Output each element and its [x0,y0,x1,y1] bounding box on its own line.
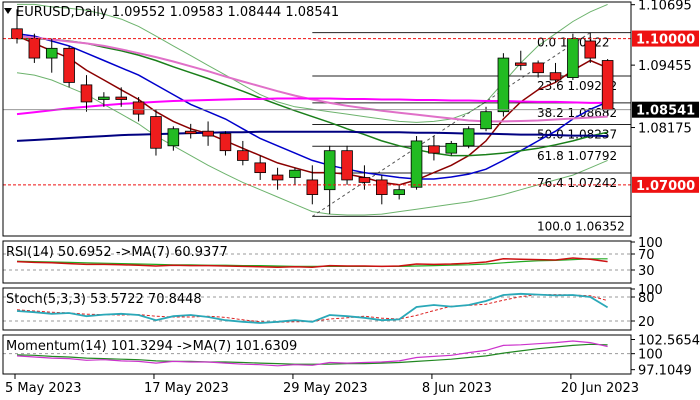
indicator-label: RSI(14) 50.6952 ->MA(7) 60.9377 [6,245,228,260]
indicator-tick-label: 100 [638,236,663,251]
panel-frames [2,1,632,375]
bullish-candle [323,150,336,191]
moving-average-line [16,35,608,186]
fibonacci-level-label: 76.4 1.07242 [537,176,617,190]
moving-average-line [17,37,608,157]
bullish-candle [445,142,458,154]
moving-average-line [16,97,608,116]
bearish-candle [115,96,128,100]
bullish-candle [98,96,110,100]
x-tick-label: 8 Jun 2023 [422,381,492,396]
rsi-ma-line [16,258,608,267]
indicator-label: Stoch(5,3,3) 53.5722 70.8448 [6,292,202,307]
bearish-candle [271,174,284,181]
bearish-candle [584,40,597,59]
rsi-line [16,257,608,268]
bullish-candle [410,140,423,188]
bearish-candle [219,133,232,152]
y-tick-label: 1.08175 [638,122,692,137]
bearish-candle [132,101,145,115]
bearish-candle [63,47,75,83]
panel-border [2,1,632,237]
bearish-candle [306,179,319,195]
fibonacci-level-label: 100.0 1.06352 [537,219,625,233]
dropdown-triangle-icon[interactable] [4,8,12,14]
chart-title: EURUSD,Daily 1.09552 1.09583 1.08444 1.0… [16,5,339,20]
y-tick-label: 1.09455 [638,59,692,74]
bearish-candle [376,179,388,195]
bullish-candle [45,47,58,59]
bearish-candle [341,150,353,181]
x-tick-label: 17 May 2023 [144,381,229,396]
price-tag [632,30,699,47]
bullish-candle [289,169,301,178]
fibonacci-level-label: 23.6 1.09232 [537,79,617,93]
indicator-tick-label: 80 [638,291,655,306]
bearish-candle [202,130,214,137]
bearish-candle [428,145,440,154]
bullish-candle [480,111,492,130]
x-axis: 5 May 2023 17 May 2023 29 May 2023 8 Jun 20… [5,374,639,396]
moving-average-line [16,35,608,123]
bearish-candle [237,150,249,161]
bearish-candle [254,162,266,174]
bullish-candle [567,38,579,78]
price-tag [632,101,699,118]
indicator-tick-label: 100 [638,283,663,298]
fibonacci-level-label: 61.8 1.07792 [537,149,617,163]
indicator-tick-label: 70 [638,248,655,263]
bearish-candle [80,84,93,103]
bullish-candle [393,189,405,195]
bearish-candle [549,72,562,81]
bearish-candle [184,130,197,135]
indicator-tick-label: 100 [638,348,663,363]
indicator-tick-label: 102.5654 [638,334,700,349]
momentum-line [16,340,608,367]
indicator-tick-label: 20 [638,315,655,330]
bollinger-lower-band [16,72,608,216]
moving-average-line [16,130,608,142]
x-tick-label: 5 May 2023 [5,381,82,396]
bullish-candle [497,57,510,113]
bearish-candle [11,28,23,39]
moving-average-line [16,32,608,180]
bearish-candle [358,177,371,183]
panel-border [2,287,632,331]
bearish-candle [514,62,527,66]
price-tag [632,176,699,193]
price-tag-label: 1.08541 [636,104,695,119]
bearish-candle [150,116,162,149]
price-tag-label: 1.07000 [636,179,695,194]
y-tick-label: 1.10695 [638,0,692,14]
x-tick-label: 29 May 2023 [283,381,368,396]
indicator-label: Momentum(14) 101.3294 ->MA(7) 101.6309 [6,339,297,354]
momentum-ma-line [16,343,608,365]
indicator-tick-label: 97.1049 [638,364,692,379]
bullish-candle [167,128,180,147]
bearish-candle [532,62,544,74]
momentum-panel: Momentum(14) 101.3294 ->MA(7) 101.6309 10… [3,334,700,379]
bearish-candle [601,60,614,111]
fibonacci-trend-line [312,32,591,217]
panel-border [2,240,632,284]
panel-border [2,334,632,375]
x-tick-label: 20 Jun 2023 [561,381,639,396]
indicator-tick-label: 30 [638,264,655,279]
bullish-candle [462,128,475,147]
bearish-candle [28,38,41,59]
stoch-k-line [16,292,609,324]
price-tag-label: 1.10000 [636,33,695,48]
